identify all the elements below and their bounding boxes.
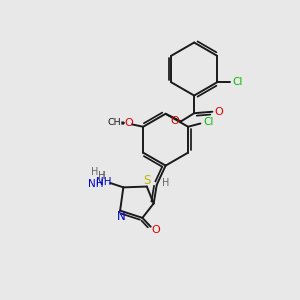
Text: S: S [144, 174, 151, 187]
Text: H: H [91, 167, 98, 177]
Text: NH: NH [88, 179, 103, 189]
Text: Cl: Cl [203, 117, 213, 127]
Text: N: N [117, 210, 125, 223]
Text: O: O [214, 107, 223, 117]
Text: NH: NH [97, 177, 112, 188]
Text: Cl: Cl [232, 77, 243, 87]
Text: CH₃: CH₃ [107, 118, 124, 127]
Text: O: O [124, 118, 133, 128]
Text: H: H [98, 172, 105, 182]
Text: H: H [98, 172, 106, 182]
Text: H: H [162, 178, 169, 188]
Text: O: O [152, 225, 160, 235]
Text: O: O [171, 116, 179, 126]
